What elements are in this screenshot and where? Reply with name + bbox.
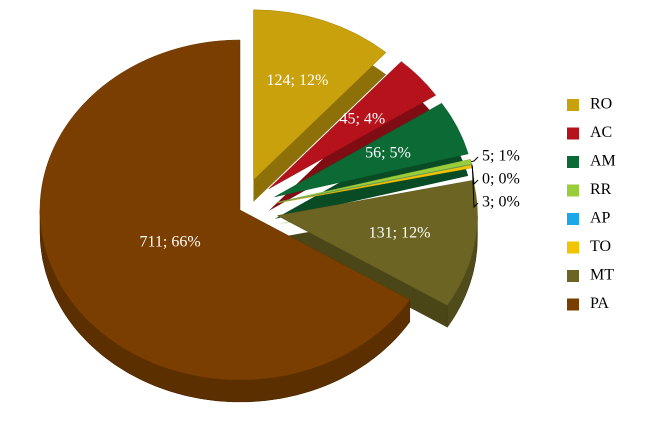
legend-swatch	[567, 241, 579, 254]
legend-swatch	[567, 156, 579, 168]
slice	[253, 9, 387, 181]
legend-swatch	[567, 127, 579, 140]
data-label: 5; 1%	[482, 148, 520, 165]
legend-swatch	[567, 99, 579, 111]
legend-label: TO	[590, 238, 611, 255]
slice	[276, 180, 478, 306]
data-label: 124; 12%	[267, 72, 329, 89]
legend-label: AP	[590, 210, 611, 227]
data-label: 0; 0%	[482, 171, 520, 188]
legend-label: PA	[590, 295, 609, 312]
legend-swatch	[567, 213, 579, 225]
slice	[39, 39, 411, 381]
slice	[274, 102, 469, 198]
slice	[268, 61, 437, 190]
legend-swatch	[567, 270, 579, 282]
legend-label: AM	[590, 153, 616, 170]
legend-label: MT	[590, 267, 614, 284]
data-label: 131; 12%	[369, 224, 431, 241]
data-label: 56; 5%	[365, 145, 411, 162]
legend-swatch	[567, 298, 579, 311]
legend-label: AC	[590, 124, 612, 141]
legend-label: RO	[590, 96, 612, 113]
data-label: 711; 66%	[139, 234, 200, 251]
data-label: 3; 0%	[482, 194, 520, 211]
leader-line	[470, 156, 479, 163]
legend: RO AC AM RR AP TO MT PA	[567, 96, 616, 312]
leader-line	[471, 166, 479, 209]
data-label: 45; 4%	[339, 110, 385, 127]
legend-swatch	[567, 184, 579, 197]
legend-label: RR	[590, 181, 612, 198]
